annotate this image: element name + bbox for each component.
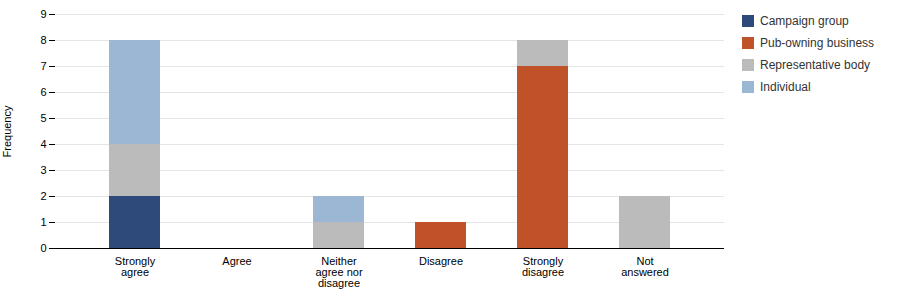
svg-text:Notanswered: Notanswered — [621, 255, 669, 278]
svg-text:Agree: Agree — [222, 255, 251, 267]
svg-text:7: 7 — [40, 60, 46, 72]
svg-text:6: 6 — [40, 86, 46, 98]
html-text:Campaign group: Campaign group — [760, 14, 849, 28]
html-text:Representative body: Representative body — [760, 58, 871, 72]
svg-text:Stronglydisagree: Stronglydisagree — [522, 255, 564, 278]
svg-text:Stronglyagree: Stronglyagree — [115, 255, 156, 278]
svg-text:8: 8 — [40, 34, 46, 46]
svg-text:4: 4 — [40, 138, 46, 150]
svg-text:Frequency: Frequency — [1, 105, 13, 157]
svg-text:3: 3 — [40, 164, 46, 176]
html-text:Pub-owning business: Pub-owning business — [760, 36, 875, 50]
svg-text:1: 1 — [40, 216, 46, 228]
svg-text:2: 2 — [40, 190, 46, 202]
html-text:Individual: Individual — [760, 80, 811, 94]
svg-text:0: 0 — [40, 242, 46, 254]
svg-text:9: 9 — [40, 8, 46, 20]
svg-text:Neitheragree nordisagree: Neitheragree nordisagree — [315, 255, 362, 289]
svg-text:Disagree: Disagree — [419, 255, 463, 267]
svg-text:5: 5 — [40, 112, 46, 124]
